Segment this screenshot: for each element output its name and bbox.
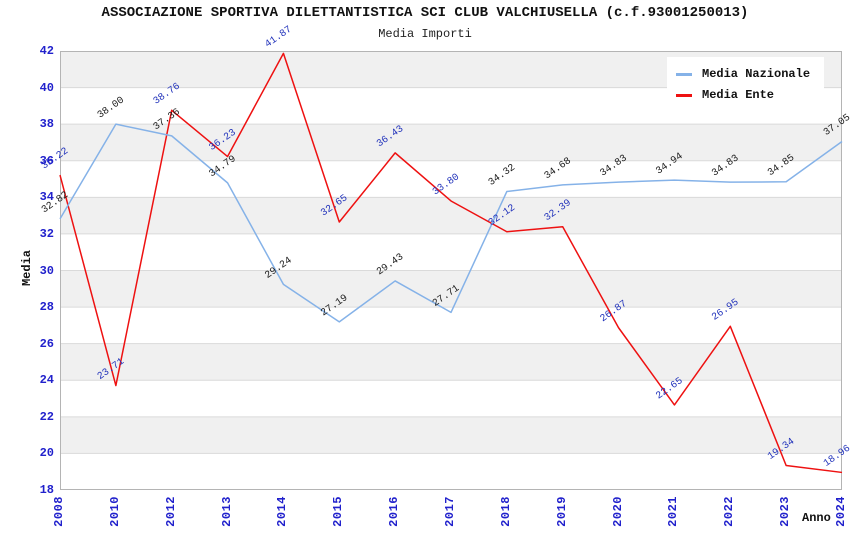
x-axis-title: Anno bbox=[802, 511, 831, 525]
legend: Media Nazionale Media Ente bbox=[667, 57, 825, 111]
point-label: 33.80 bbox=[431, 172, 462, 198]
legend-item-media-nazionale: Media Nazionale bbox=[676, 67, 810, 81]
legend-label: Media Nazionale bbox=[702, 67, 811, 81]
legend-label: Media Ente bbox=[702, 88, 775, 102]
point-label: 38.00 bbox=[96, 95, 127, 121]
y-axis-title: Media bbox=[20, 250, 34, 287]
x-tick-label: 2024 bbox=[834, 496, 848, 527]
chart-subtitle: Media Importi bbox=[378, 27, 472, 41]
grid-band bbox=[60, 343, 842, 381]
x-tick-label: 2023 bbox=[778, 496, 793, 527]
series-line-media-ente bbox=[59, 52, 843, 474]
y-tick-label: 34 bbox=[39, 190, 54, 205]
x-tick-label: 2012 bbox=[163, 496, 178, 527]
legend-item-media-ente: Media Ente bbox=[676, 88, 810, 102]
x-tick-label: 2018 bbox=[498, 496, 513, 527]
x-tick-label: 2015 bbox=[331, 496, 346, 527]
y-tick-label: 24 bbox=[39, 373, 54, 388]
y-tick-label: 22 bbox=[39, 409, 54, 424]
grid-band bbox=[60, 416, 842, 454]
y-tick-label: 28 bbox=[39, 300, 54, 315]
x-tick-label: 2010 bbox=[107, 496, 122, 527]
x-tick-label: 2016 bbox=[387, 496, 402, 527]
x-tick-label: 2017 bbox=[443, 496, 457, 527]
series-line-media-nazionale bbox=[59, 123, 843, 323]
y-tick-label: 32 bbox=[39, 226, 54, 241]
x-tick-label: 2013 bbox=[219, 496, 234, 527]
legend-swatch-ente-icon bbox=[676, 93, 692, 97]
chart-title: ASSOCIAZIONE SPORTIVA DILETTANTISTICA SC… bbox=[101, 5, 749, 21]
y-tick-label: 18 bbox=[39, 483, 54, 497]
x-tick-label: 2014 bbox=[275, 496, 290, 527]
y-tick-label: 30 bbox=[39, 263, 54, 278]
grid-band bbox=[60, 124, 842, 161]
grid-band bbox=[60, 270, 842, 308]
plot-border bbox=[60, 51, 842, 490]
x-tick-label: 2019 bbox=[554, 496, 569, 527]
x-tick-label: 2008 bbox=[52, 496, 66, 527]
x-tick-label: 2022 bbox=[722, 496, 737, 527]
y-tick-label: 26 bbox=[39, 336, 54, 351]
y-tick-label: 36 bbox=[39, 153, 54, 168]
y-tick-label: 20 bbox=[39, 446, 54, 461]
point-label: 34.32 bbox=[487, 163, 518, 189]
y-tick-label: 40 bbox=[39, 80, 54, 95]
x-tick-label: 2021 bbox=[666, 496, 681, 527]
y-tick-label: 42 bbox=[39, 44, 54, 58]
grid-band bbox=[60, 197, 842, 234]
y-tick-label: 38 bbox=[39, 117, 54, 132]
x-tick-label: 2020 bbox=[610, 496, 625, 527]
legend-swatch-nazionale-icon bbox=[676, 72, 692, 76]
